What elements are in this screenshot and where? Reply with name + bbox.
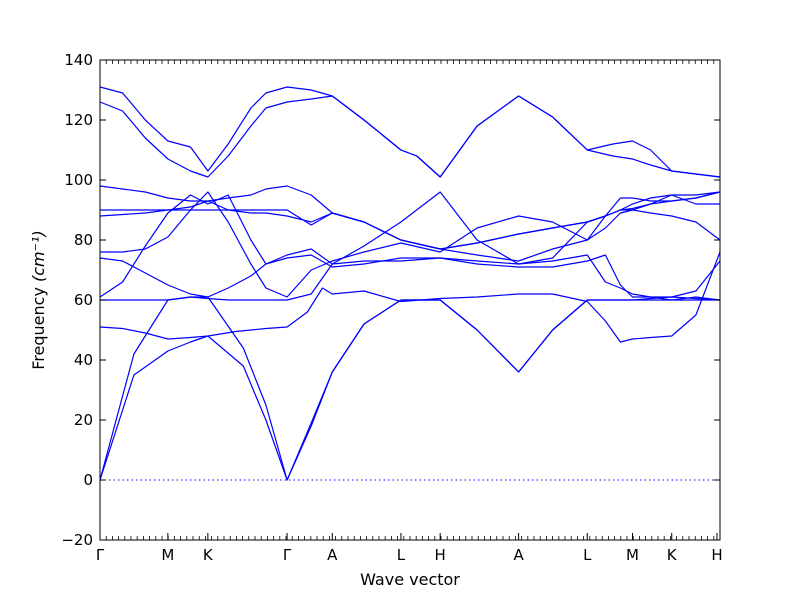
y-axis-unit: (cm⁻¹): [29, 230, 48, 282]
x-tick-label: M: [161, 546, 174, 564]
x-tick-label: K: [667, 546, 678, 564]
phonon-branch-5: [99, 254, 721, 298]
x-tick-label: H: [711, 546, 722, 564]
phonon-branch-10: [99, 185, 721, 262]
y-axis-title-text: Frequency: [29, 287, 48, 370]
x-tick-label: A: [513, 546, 524, 564]
y-tick-label: 60: [74, 291, 93, 309]
phonon-branch-12: [99, 86, 721, 178]
x-tick-label: H: [435, 546, 446, 564]
y-tick-label: −20: [61, 531, 93, 549]
x-tick-label: L: [583, 546, 592, 564]
x-tick-label: K: [203, 546, 214, 564]
x-tick-label: Γ: [283, 546, 292, 564]
plot-area: [99, 86, 721, 481]
phonon-branch-3: [99, 251, 721, 343]
y-axis-ticks: −20 0 20 40 60 80 100 120 140: [61, 51, 720, 549]
phonon-branch-4: [100, 254, 721, 301]
x-tick-label: Γ: [96, 546, 105, 564]
y-tick-label: 40: [74, 351, 93, 369]
x-tick-label: A: [327, 546, 338, 564]
x-tick-label: L: [397, 546, 406, 564]
y-tick-label: 100: [64, 171, 93, 189]
y-axis-title: Frequency (cm⁻¹): [29, 230, 48, 369]
y-tick-label: 120: [64, 111, 93, 129]
phonon-branch-11: [99, 95, 721, 178]
y-tick-label: 140: [64, 51, 93, 69]
y-tick-label: 0: [83, 471, 93, 489]
phonon-branch-1: [99, 299, 720, 481]
phonon-branch-6: [100, 191, 721, 298]
x-tick-label: M: [626, 546, 639, 564]
y-tick-label: 80: [74, 231, 93, 249]
y-tick-label: 20: [74, 411, 93, 429]
x-axis-title: Wave vector: [360, 570, 460, 589]
phonon-branch-7: [99, 191, 720, 298]
phonon-branch-2: [99, 296, 721, 481]
series-group: [99, 86, 721, 481]
